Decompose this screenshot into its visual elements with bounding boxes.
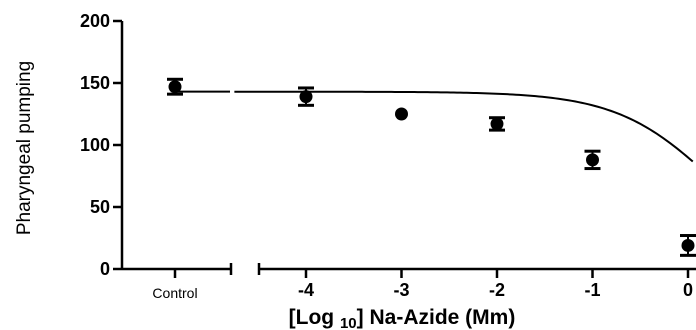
data-point-marker: [681, 238, 695, 252]
data-point: [298, 86, 314, 107]
data-point: [489, 116, 505, 132]
x-axis-label: [Log 10] Na-Azide (Mm): [289, 306, 516, 330]
data-point-marker: [586, 153, 599, 167]
fit-curve: [234, 90, 694, 163]
x-tick-label: -1: [584, 280, 600, 300]
x-axis-label-suffix: ] Na-Azide (Mm): [357, 306, 516, 329]
x-tick-label: -4: [298, 280, 314, 300]
data-points: [298, 86, 696, 257]
y-tick-label: 50: [90, 197, 110, 217]
x-tick-label: -2: [489, 280, 505, 300]
data-point: [395, 107, 408, 121]
data-point-marker: [490, 117, 504, 131]
y-tick-label: 100: [80, 135, 110, 155]
x-axis-label-prefix: [Log: [289, 306, 340, 329]
control-group: [167, 77, 230, 96]
data-point-marker: [395, 107, 408, 121]
x-tick-label: 0: [683, 280, 693, 300]
x-axis: Control -4 -3 -2 -1 0: [122, 263, 696, 301]
data-point: [680, 234, 696, 257]
data-point: [584, 149, 601, 171]
data-point-marker: [168, 80, 182, 94]
y-tick-label: 0: [100, 259, 110, 279]
x-tick-label: -3: [393, 280, 409, 300]
control-point: [167, 77, 183, 96]
x-tick-label-control: Control: [152, 285, 197, 301]
data-point-marker: [299, 90, 313, 104]
y-tick-label: 200: [80, 11, 110, 31]
y-tick-label: 150: [80, 73, 110, 93]
y-axis: 0 50 100 150 200: [80, 11, 124, 279]
x-axis-label-subscript: 10: [340, 315, 357, 330]
y-axis-label: Pharyngeal pumping: [14, 61, 35, 235]
